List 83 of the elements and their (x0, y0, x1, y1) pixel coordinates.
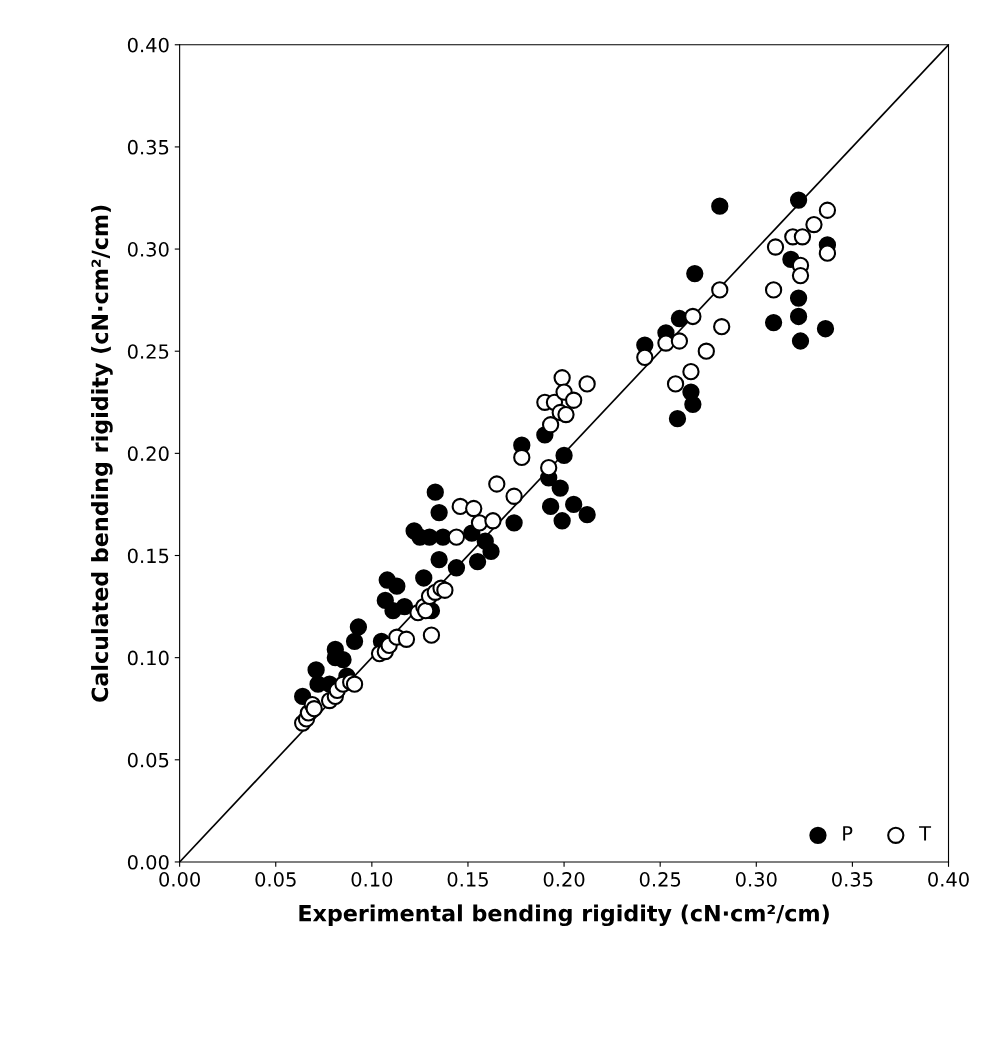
point (551, 479, 569, 497)
point (417, 602, 435, 620)
point (482, 542, 500, 561)
point (388, 577, 406, 595)
point (666, 375, 685, 393)
y-tick-label: 0.30 (127, 242, 169, 257)
point (565, 495, 583, 514)
point (816, 320, 835, 338)
point (791, 332, 810, 350)
y-tick-label: 0.00 (127, 854, 169, 870)
point (793, 228, 812, 246)
point (557, 405, 575, 424)
point (764, 281, 783, 299)
y-tick-label: 0.05 (127, 752, 169, 768)
point (713, 318, 731, 336)
point (430, 503, 448, 522)
x-tick-label: 0.15 (447, 872, 488, 887)
point (684, 395, 702, 413)
y-tick-label: 0.10 (127, 650, 169, 666)
x-tick-label: 0.20 (543, 872, 585, 887)
point (505, 487, 523, 505)
x-tick-label: 0.10 (351, 872, 393, 887)
point (636, 348, 654, 366)
point (553, 512, 571, 530)
point (555, 446, 573, 465)
point (578, 375, 596, 393)
point (670, 332, 689, 350)
point (307, 661, 325, 679)
point (422, 626, 441, 644)
point (764, 313, 783, 332)
point (465, 499, 483, 518)
x-tick-label: 0.35 (832, 872, 873, 887)
point (668, 409, 687, 428)
point (682, 362, 700, 381)
point (505, 514, 523, 532)
point (818, 244, 837, 262)
x-tick-label: 0.00 (159, 872, 200, 887)
point (436, 581, 454, 599)
y-tick-label: 0.20 (127, 446, 169, 462)
point (349, 618, 368, 636)
y-tick-label: 0.25 (127, 344, 169, 359)
point (541, 416, 560, 434)
point (447, 559, 466, 577)
point (447, 528, 466, 546)
point (805, 215, 823, 234)
point (791, 266, 810, 285)
x-tick-label: 0.30 (735, 872, 777, 887)
point (789, 307, 808, 326)
point (415, 569, 433, 587)
point (818, 201, 837, 219)
legend-label: P (843, 826, 853, 841)
y-tick-label: 0.15 (127, 548, 169, 564)
point (553, 369, 571, 387)
point (345, 675, 364, 693)
x-tick-label: 0.40 (928, 872, 969, 887)
point (484, 512, 502, 530)
point (305, 700, 323, 718)
point (540, 459, 558, 477)
point (697, 342, 715, 360)
point (488, 475, 506, 493)
point (686, 264, 704, 283)
x-tick-label: 0.05 (255, 872, 296, 887)
point (395, 597, 414, 616)
point (711, 281, 729, 299)
y-axis-title: Calculated bending rigidity (cN·cm²/cm) (91, 205, 113, 702)
point (397, 630, 416, 648)
point (711, 197, 729, 215)
point (684, 307, 702, 326)
legend-label: T (919, 826, 932, 841)
point (565, 391, 583, 409)
point (541, 497, 560, 516)
point (789, 191, 808, 209)
point (430, 550, 448, 569)
point (426, 483, 444, 501)
point (578, 506, 596, 524)
point (766, 238, 785, 256)
y-tick-label: 0.35 (127, 139, 169, 155)
point (468, 552, 487, 571)
y-tick-label: 0.40 (127, 37, 169, 53)
x-axis-title: Experimental bending rigidity (cN·cm²/cm) (299, 904, 829, 927)
point (789, 289, 808, 307)
point (345, 632, 364, 650)
x-tick-label: 0.25 (639, 872, 681, 887)
